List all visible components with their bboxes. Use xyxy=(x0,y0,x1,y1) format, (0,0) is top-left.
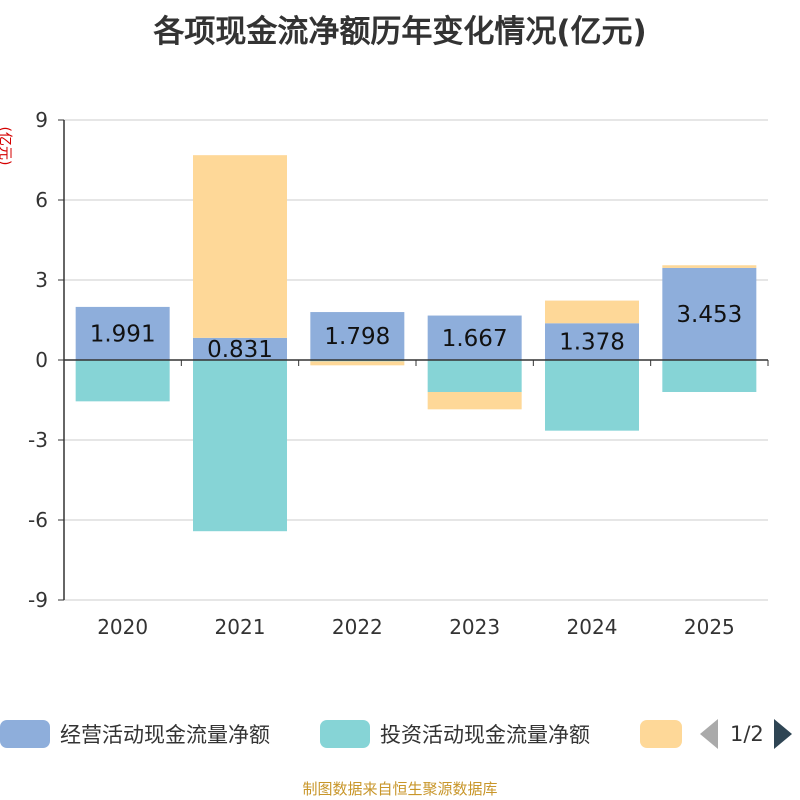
chart-plot: 9 6 3 0 -3 -6 -9 2020 2021 2022 2023 2024 2025 1.991 0… xyxy=(28,108,769,639)
data-source-note: 制图数据来自恒生聚源数据库 xyxy=(302,780,498,798)
bar-financing-2025 xyxy=(662,265,757,268)
data-label-2023: 1.667 xyxy=(442,326,508,352)
bar-financing-2023 xyxy=(427,392,522,410)
legend-swatch-operating xyxy=(0,720,50,748)
legend-swatch-financing xyxy=(640,720,682,748)
bar-operating-2024 xyxy=(545,323,639,360)
x-tick-label-2020: 2020 xyxy=(97,615,148,639)
y-tick-label: -3 xyxy=(28,428,48,452)
bar-financing-2021 xyxy=(193,155,287,338)
y-tick-label: 0 xyxy=(35,348,48,372)
bar-investing-2020 xyxy=(75,360,170,402)
x-tick-label-2022: 2022 xyxy=(332,615,383,639)
x-tick-label-2025: 2025 xyxy=(684,615,735,639)
x-tick-label-2023: 2023 xyxy=(449,615,500,639)
bar-operating-2023 xyxy=(427,315,522,360)
legend: 经营活动现金流量净额 投资活动现金流量净额 1/2 xyxy=(0,714,800,754)
legend-page-indicator: 1/2 xyxy=(730,722,764,746)
y-tick-label: -6 xyxy=(28,508,48,532)
bar-operating-2022 xyxy=(310,312,405,360)
bar-financing-2022 xyxy=(310,361,405,366)
bar-operating-2025 xyxy=(662,267,757,360)
chart-title: 各项现金流净额历年变化情况(亿元) xyxy=(153,14,647,50)
data-label-2024: 1.378 xyxy=(559,330,625,356)
legend-next-page-icon[interactable] xyxy=(773,719,792,749)
x-tick-label-2021: 2021 xyxy=(215,615,266,639)
legend-item-investing[interactable]: 投资活动现金流量净额 xyxy=(320,714,590,754)
legend-label-investing: 投资活动现金流量净额 xyxy=(380,723,590,747)
bar-investing-2024 xyxy=(545,360,639,431)
bar-operating-2021 xyxy=(193,337,287,360)
data-label-2022: 1.798 xyxy=(324,324,390,350)
data-label-2025: 3.453 xyxy=(676,302,742,328)
y-tick-label: 9 xyxy=(35,108,48,132)
legend-item-operating[interactable]: 经营活动现金流量净额 xyxy=(0,714,270,754)
y-tick-label: 6 xyxy=(35,188,48,212)
data-label-2020: 1.991 xyxy=(90,321,156,347)
legend-item-financing[interactable] xyxy=(640,714,692,754)
y-tick-label: 3 xyxy=(35,268,48,292)
bar-investing-2025 xyxy=(662,360,757,392)
legend-pager: 1/2 xyxy=(700,714,792,754)
x-tick-label-2024: 2024 xyxy=(567,615,618,639)
legend-prev-page-icon[interactable] xyxy=(700,719,718,749)
bar-financing-2024 xyxy=(545,300,639,324)
bar-investing-2023 xyxy=(427,360,522,392)
bar-investing-2021 xyxy=(193,360,287,532)
y-tick-label: -9 xyxy=(28,588,48,612)
legend-swatch-investing xyxy=(320,720,370,748)
data-label-2021: 0.831 xyxy=(207,337,273,363)
legend-label-operating: 经营活动现金流量净额 xyxy=(60,723,270,747)
bar-operating-2020 xyxy=(75,306,170,360)
